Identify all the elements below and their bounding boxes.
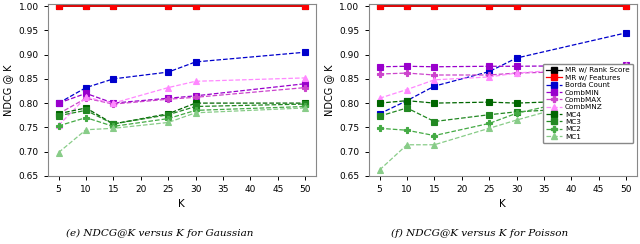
Y-axis label: NDCG @ K: NDCG @ K [324, 64, 334, 115]
Text: (e) NDCG@K versus K for Gaussian: (e) NDCG@K versus K for Gaussian [67, 229, 253, 238]
Legend: MR w/ Rank Score, MR w/ Features, Borda Count, CombMIN, CombMAX, CombMNZ, MC4, M: MR w/ Rank Score, MR w/ Features, Borda … [543, 64, 634, 143]
X-axis label: K: K [499, 199, 506, 209]
Y-axis label: NDCG @ K: NDCG @ K [3, 64, 13, 115]
X-axis label: K: K [179, 199, 185, 209]
Text: (f) NDCG@K versus K for Poisson: (f) NDCG@K versus K for Poisson [392, 229, 568, 238]
